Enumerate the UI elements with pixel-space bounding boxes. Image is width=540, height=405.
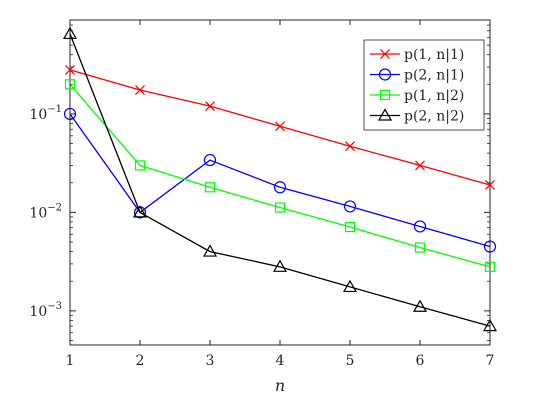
y-tick-label: 10−2: [29, 202, 62, 221]
legend-label: p(2, n|1): [404, 68, 464, 84]
series-layer: [62, 26, 498, 332]
data-point: [414, 242, 426, 253]
data-point: [64, 79, 76, 90]
data-point-stroke-b: [485, 180, 495, 190]
data-point: [482, 318, 498, 332]
data-point-stroke-b: [345, 141, 355, 152]
data-point: [204, 182, 216, 193]
data-point: [202, 244, 218, 257]
data-point: [132, 205, 148, 218]
legend-entry: p(2, n|2): [370, 108, 464, 125]
data-point-stroke-b: [275, 121, 285, 132]
x-tick-label: 6: [416, 353, 425, 369]
legend-marker: [378, 68, 392, 81]
x-tick-label: 3: [206, 353, 215, 369]
y-tick-label: 10−1: [29, 104, 62, 123]
x-tick-label: 1: [66, 353, 75, 369]
legend-marker: [380, 49, 390, 59]
data-point: [345, 141, 355, 152]
series-4: [62, 26, 498, 332]
data-point: [415, 160, 425, 171]
legend-entry: p(1, n|1): [370, 47, 464, 63]
data-point: [135, 85, 145, 95]
data-point: [203, 153, 217, 167]
y-tick-label: 10−3: [29, 301, 62, 320]
x-tick-label: 5: [346, 353, 355, 369]
legend-label: p(2, n|2): [404, 109, 464, 125]
legend: p(1, n|1) p(2, n|1) p(1, n|2) p(2, n|2): [363, 39, 485, 131]
legend-entry: p(1, n|2): [370, 88, 464, 104]
data-point: [342, 279, 358, 293]
data-point: [272, 259, 288, 272]
x-tick-label: 4: [276, 353, 285, 369]
data-point-stroke-b: [205, 101, 215, 112]
legend-marker: [377, 108, 393, 121]
data-point: [483, 240, 497, 253]
data-point-stroke-b: [135, 85, 145, 95]
legend-marker: [379, 89, 391, 101]
series-1: [65, 65, 495, 190]
data-point: [413, 220, 427, 233]
x-tick-label: 7: [486, 353, 495, 369]
data-point: [275, 121, 285, 132]
legend-label: p(1, n|1): [404, 47, 464, 63]
data-point: [344, 221, 356, 233]
x-tick-label: 2: [136, 353, 145, 369]
data-point: [412, 299, 428, 312]
legend-entry: p(2, n|1): [370, 68, 464, 84]
data-point: [205, 101, 215, 112]
data-point: [485, 180, 495, 190]
data-point: [274, 202, 286, 213]
data-point: [62, 26, 78, 40]
data-point: [343, 200, 357, 213]
legend-label: p(1, n|2): [404, 88, 464, 104]
data-point: [134, 160, 146, 171]
ticks-layer: 1 2 3 4 5 6 7 10−3 10−2 10−1: [29, 19, 495, 369]
data-point: [484, 261, 496, 272]
data-point-stroke-b: [415, 160, 425, 171]
x-axis-label: n: [275, 376, 285, 395]
series-line: [69, 33, 491, 327]
legend-marker-stroke-b: [380, 49, 390, 59]
series-3: [64, 79, 496, 272]
data-point: [273, 181, 287, 194]
series-line: [69, 83, 491, 268]
